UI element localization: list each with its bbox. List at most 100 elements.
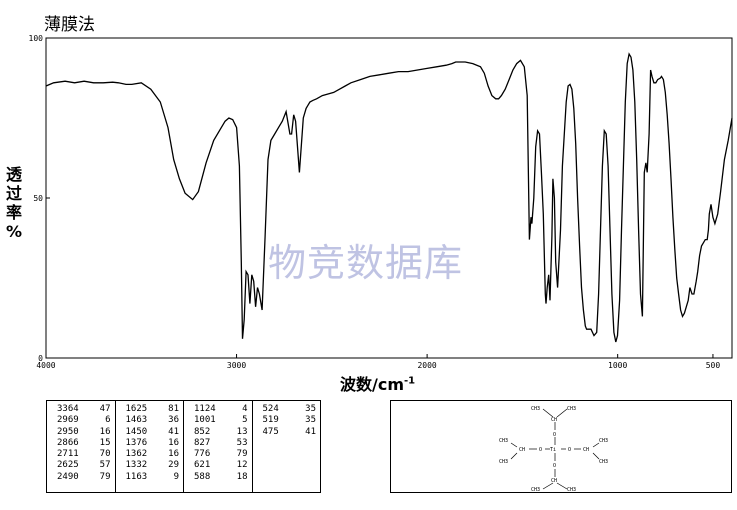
peak-wavenumber: 852 [194,426,211,437]
x-tick-label: 2000 [417,361,436,370]
peak-transmittance: 16 [168,437,179,448]
structure-label: O [553,432,556,438]
peak-column: 3364 47 2969 6 2950 16 2866 15 2711 70 2625 57 2490 7… [47,401,116,492]
peak-wavenumber: 1463 [125,415,148,426]
peak-wavenumber: 475 [262,426,279,437]
peak-transmittance: 16 [168,449,179,460]
structure-label: CH3 [531,487,540,492]
peak-wavenumber: 1450 [125,426,148,437]
structure-label: CH3 [499,438,508,444]
x-tick-label: 1000 [608,361,627,370]
peak-row: 1376 16 [126,438,180,449]
peak-row: 2711 70 [57,449,111,460]
peak-wavenumber: 1362 [125,449,148,460]
y-axis-label: 透 过 率 % [2,165,26,241]
structure-label: CH [551,417,557,423]
structure-label: CH3 [567,487,576,492]
peak-column: 1124 4 1001 5 852 13 827 53 776 79 621 12 588 18 [184,401,253,492]
peak-row: 621 12 [194,460,248,471]
y-tick-label: 0 [38,354,43,363]
x-axis-label-exponent: -1 [404,375,416,387]
peak-wavenumber: 621 [194,460,211,471]
peak-row: 2490 79 [57,472,111,483]
peak-transmittance: 57 [99,460,111,471]
structure-diagram: CH3 CH3 CH O Ti O CH CH3 CH3 CH3 CH3 CH … [499,406,608,493]
y-axis-label-char: % [5,222,23,241]
peak-row: 827 53 [194,438,248,449]
peak-wavenumber: 1001 [194,415,216,426]
structure-label: O [553,463,556,469]
peak-row: 588 18 [194,472,248,483]
peak-wavenumber: 1124 [194,404,216,414]
peak-row: 1332 29 [126,460,180,471]
peak-transmittance: 35 [305,415,316,426]
x-tick-label: 4000 [36,361,55,370]
y-axis-label-char: 过 [5,184,22,203]
peak-column: 524 35 519 35 475 41 [253,401,321,492]
axis-ticks: 4000 3000 2000 1000 500 0 50 100 [29,34,721,370]
peak-transmittance: 9 [173,471,179,482]
structure-label: CH3 [567,406,576,412]
peak-wavenumber: 2625 [57,460,79,471]
peak-wavenumber: 1163 [125,471,148,482]
peak-row: 2625 57 [57,460,111,471]
peak-wavenumber: 2866 [57,437,79,448]
structure-label: CH3 [499,459,508,465]
y-tick-label: 100 [29,34,44,43]
structure-label: CH [583,447,589,453]
peak-transmittance: 53 [236,437,248,448]
y-tick-label: 50 [33,194,43,203]
peak-transmittance: 41 [168,426,179,437]
x-tick-label: 500 [706,361,721,370]
peak-transmittance: 35 [305,404,316,414]
structure-label: Ti [550,447,556,453]
y-axis-label-char: 率 [5,203,22,222]
structure-label: CH3 [599,459,608,465]
peak-transmittance: 12 [236,460,248,471]
x-tick-label: 3000 [227,361,246,370]
peak-wavenumber: 3364 [57,404,79,414]
peak-transmittance: 15 [99,437,111,448]
peak-row: 2969 6 [57,415,111,426]
chart-title: 薄膜法 [44,15,95,35]
peak-row: 2866 15 [57,438,111,449]
peak-transmittance: 79 [99,471,111,482]
peak-row: 519 35 [263,415,317,426]
structure-label: CH3 [599,438,608,444]
peak-wavenumber: 827 [194,437,211,448]
peak-column: 1625 81 1463 36 1450 41 1376 16 1362 16 1332 29 1163… [116,401,184,492]
peak-wavenumber: 524 [262,404,279,414]
peak-row: 1463 36 [126,415,180,426]
peak-row: 475 41 [263,427,317,438]
peak-row: 1362 16 [126,449,180,460]
watermark: 物竞数据库 [268,241,464,285]
peak-transmittance: 6 [105,415,111,426]
peak-transmittance: 36 [168,415,179,426]
peak-wavenumber: 2711 [57,449,79,460]
peak-wavenumber: 2969 [57,415,79,426]
peak-row: 1001 5 [194,415,248,426]
x-axis-label-text: 波数/cm [340,375,405,394]
peak-transmittance: 81 [168,404,179,414]
peak-wavenumber: 1332 [125,460,148,471]
structure-label: CH [519,447,525,453]
x-axis-label: 波数/cm-1 [340,371,415,395]
peak-row: 524 35 [263,404,317,415]
peak-row: 776 79 [194,449,248,460]
peak-transmittance: 18 [236,471,248,482]
peak-wavenumber: 588 [194,471,211,482]
spectrum-line [45,52,733,343]
peak-row: 1450 41 [126,427,180,438]
plot-frame [45,37,733,359]
structure-label: O [568,447,571,453]
y-axis-label-char: 透 [5,165,22,184]
molecular-structure: CH3 CH3 CH O Ti O CH CH3 CH3 CH3 CH3 CH … [390,400,732,493]
peak-transmittance: 29 [168,460,179,471]
peak-wavenumber: 519 [262,415,279,426]
peak-transmittance: 13 [236,426,248,437]
peak-wavenumber: 2490 [57,471,79,482]
peak-transmittance: 41 [305,426,316,437]
peak-transmittance: 79 [236,449,248,460]
peak-transmittance: 47 [99,404,111,414]
structure-label: CH [551,478,557,484]
